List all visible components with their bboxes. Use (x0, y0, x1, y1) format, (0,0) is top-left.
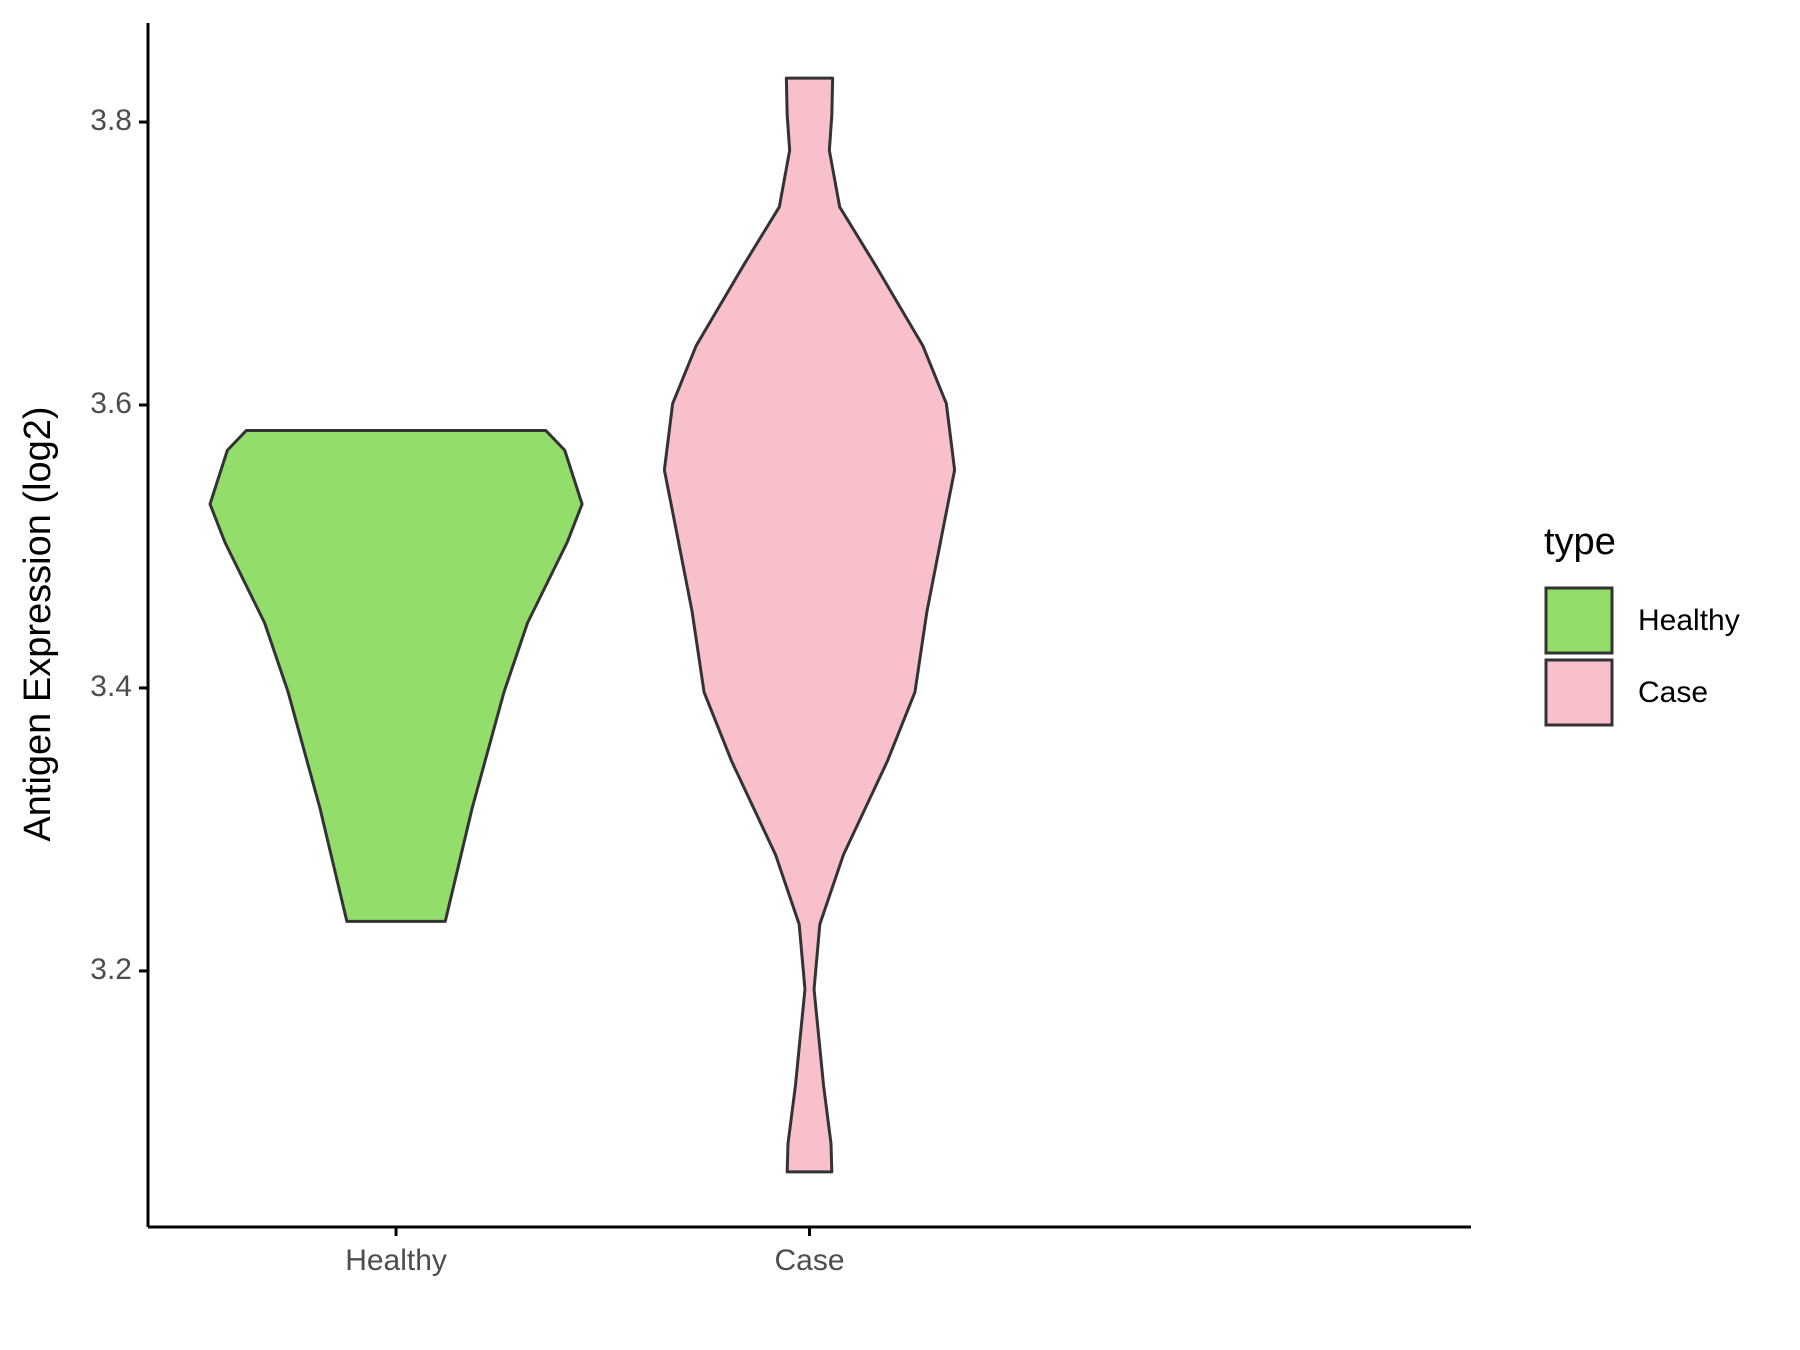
legend-label: Healthy (1638, 604, 1740, 637)
x-tick-label: Healthy (345, 1244, 447, 1277)
legend-key (1544, 586, 1614, 655)
legend-key (1544, 658, 1614, 727)
y-tick-label: 3.2 (90, 953, 132, 986)
legend-label: Case (1638, 676, 1708, 709)
legend-title: type (1544, 521, 1616, 563)
violin (208, 428, 584, 923)
y-tick-label: 3.6 (90, 387, 132, 420)
x-tick-label: Case (774, 1244, 844, 1277)
violin (662, 76, 957, 1174)
y-tick-label: 3.4 (90, 670, 132, 703)
y-tick-label: 3.8 (90, 104, 132, 137)
y-axis-title: Antigen Expression (log2) (17, 406, 59, 841)
